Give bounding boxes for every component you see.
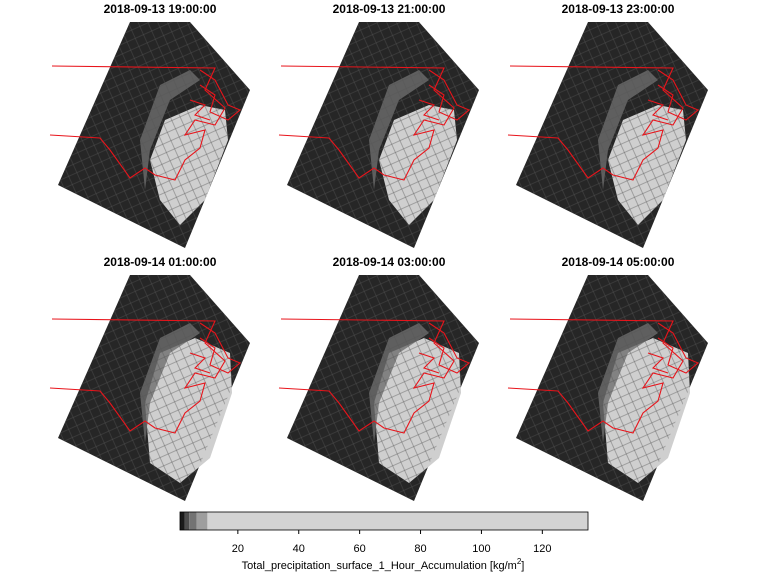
- raster-grid: [516, 275, 708, 501]
- raster-grid: [287, 275, 479, 501]
- raster-grid: [58, 22, 250, 248]
- colorbar-level: [207, 512, 588, 530]
- coastline-detail: [647, 322, 700, 374]
- raster-grid: [58, 275, 250, 501]
- panel-title: 2018-09-13 19:00:00: [104, 2, 217, 16]
- coastline: [49, 318, 226, 434]
- colorbar-level: [196, 512, 208, 530]
- coastline-detail: [418, 322, 471, 374]
- map-panel: 2018-09-13 23:00:00: [507, 2, 708, 248]
- colorbar-tick-label: 40: [293, 543, 305, 555]
- colorbar-tick-label: 100: [472, 543, 490, 555]
- map-panel: 2018-09-14 05:00:00: [507, 255, 708, 501]
- coastline: [278, 65, 455, 181]
- coastline-detail: [189, 322, 242, 374]
- colorbar-tick-label: 60: [354, 543, 366, 555]
- colorbar-tick-label: 120: [533, 543, 551, 555]
- panel-title: 2018-09-13 21:00:00: [333, 2, 446, 16]
- map-panel: 2018-09-14 03:00:00: [278, 255, 479, 501]
- colorbar-frame: [179, 511, 589, 531]
- panel-title: 2018-09-14 03:00:00: [333, 255, 446, 269]
- coastline-detail: [189, 69, 242, 121]
- coastline-detail: [418, 69, 471, 121]
- colorbar-level: [189, 512, 197, 530]
- coastline: [49, 65, 226, 181]
- colorbar-level: [184, 512, 190, 530]
- panel-title: 2018-09-14 05:00:00: [562, 255, 675, 269]
- coastline-detail: [647, 69, 700, 121]
- map-panel: 2018-09-14 01:00:00: [49, 255, 250, 501]
- colorbar-level: [180, 512, 185, 530]
- coastline: [278, 318, 455, 434]
- map-panel: 2018-09-13 19:00:00: [49, 2, 250, 248]
- panel-title: 2018-09-13 23:00:00: [562, 2, 675, 16]
- coastline: [507, 65, 684, 181]
- raster-grid: [516, 22, 708, 248]
- coastline: [507, 318, 684, 434]
- panel-title: 2018-09-14 01:00:00: [104, 255, 217, 269]
- raster-grid: [287, 22, 479, 248]
- colorbar-tick-label: 20: [232, 543, 244, 555]
- map-panel: 2018-09-13 21:00:00: [278, 2, 479, 248]
- colorbar-tick-label: 80: [414, 543, 426, 555]
- colorbar-label: Total_precipitation_surface_1_Hour_Accum…: [242, 557, 525, 572]
